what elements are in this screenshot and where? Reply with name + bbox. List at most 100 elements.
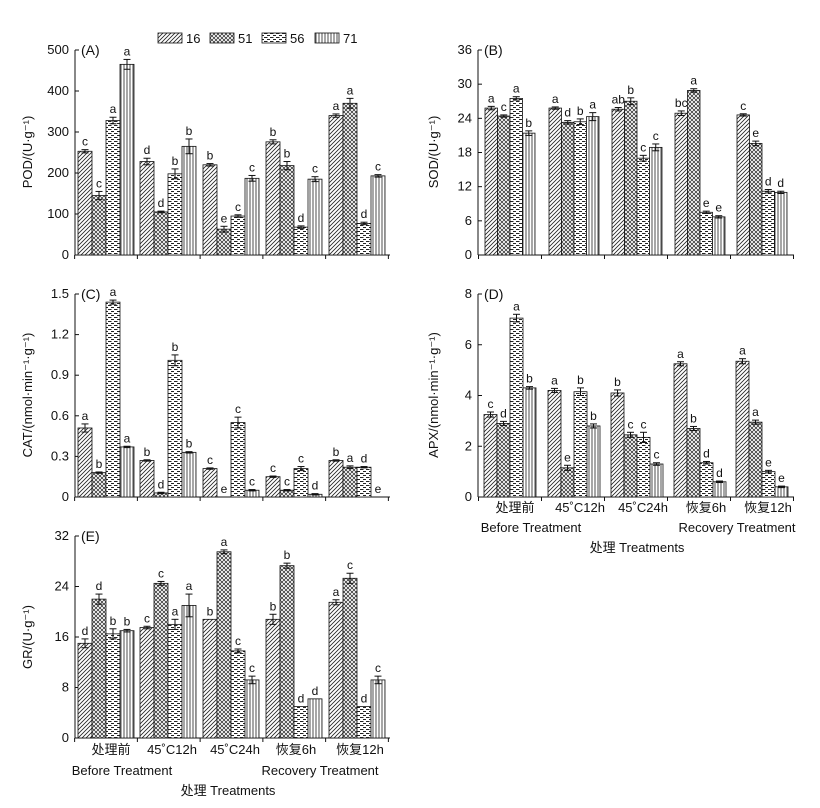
significance-letter: a — [551, 373, 558, 387]
bar-71 — [119, 630, 135, 739]
y-tick-label: 0.3 — [51, 448, 69, 463]
panel-letter: (C) — [81, 286, 100, 302]
bar-16 — [548, 107, 562, 256]
significance-letter: d — [361, 691, 368, 705]
significance-letter: a — [752, 405, 759, 419]
bar-16 — [202, 468, 218, 498]
bar-16 — [328, 460, 344, 498]
bar-51 — [497, 115, 511, 256]
significance-letter: b — [284, 147, 291, 161]
y-axis-label: APX/(nmol·min⁻¹·g⁻¹) — [426, 332, 441, 458]
y-tick-label: 0 — [62, 730, 69, 745]
significance-letter: a — [333, 99, 340, 113]
bar-56 — [573, 121, 587, 256]
significance-letter: d — [361, 452, 368, 466]
legend: 16 51 56 71 — [157, 31, 357, 46]
significance-letter: b — [690, 411, 697, 425]
significance-letter: a — [172, 604, 179, 618]
significance-letter: c — [628, 417, 634, 431]
bar-56 — [230, 650, 246, 739]
bar-16 — [77, 427, 93, 498]
significance-letter: b — [207, 149, 214, 163]
y-axis-label: POD/(U·g⁻¹) — [20, 116, 35, 189]
bar-71 — [712, 481, 727, 498]
y-tick-label: 500 — [47, 42, 69, 57]
y-tick-label: 36 — [458, 42, 472, 57]
x-category-label: 处理前 — [91, 742, 130, 757]
panel-apx: 0 2 4 6 8 (D) APX/(nmol·min⁻¹·g⁻¹) c a b a a d e c b a a b… — [426, 286, 794, 504]
bar-56 — [509, 98, 523, 256]
bar-71 — [119, 63, 135, 256]
bar-56 — [509, 317, 524, 498]
significance-letter: c — [347, 558, 353, 572]
bar-16 — [202, 618, 218, 739]
significance-letter: a — [186, 579, 193, 593]
significance-letter: c — [249, 661, 255, 675]
significance-letter: a — [690, 74, 697, 88]
bar-16 — [328, 115, 344, 256]
bar-51 — [560, 467, 575, 498]
bar-51 — [342, 102, 358, 256]
group-label-before: Before Treatment — [481, 520, 582, 535]
x-axis-title: 处理 Treatments — [590, 540, 685, 555]
y-tick-label: 12 — [458, 179, 472, 194]
bar-16 — [139, 460, 155, 498]
bar-51 — [687, 90, 701, 256]
bar-71 — [522, 387, 537, 498]
significance-letter: d — [312, 684, 319, 698]
y-tick-label: 6 — [465, 337, 472, 352]
x-category-label: 45˚C12h — [147, 742, 197, 757]
bar-71 — [119, 446, 135, 498]
y-tick-label: 1.5 — [51, 286, 69, 301]
bar-56 — [636, 157, 650, 256]
bar-16 — [77, 642, 93, 739]
y-tick-label: 18 — [458, 145, 472, 160]
significance-letter: b — [144, 445, 151, 459]
bar-51 — [624, 100, 638, 256]
bar-56 — [356, 223, 372, 256]
significance-letter: d — [777, 176, 784, 190]
bar-56 — [105, 633, 121, 739]
bar-16 — [265, 476, 281, 498]
bar-71 — [712, 216, 726, 256]
significance-letter: d — [158, 477, 165, 491]
y-tick-label: 30 — [458, 76, 472, 91]
bar-56 — [636, 436, 651, 498]
significance-letter: a — [347, 451, 354, 465]
significance-letter: a — [739, 344, 746, 358]
bar-56 — [761, 471, 776, 498]
significance-letter: c — [235, 402, 241, 416]
x-category-label: 45˚C24h — [618, 500, 668, 515]
group-label-before: Before Treatment — [72, 763, 173, 778]
bar-16 — [610, 392, 625, 498]
bar-51 — [561, 121, 575, 256]
significance-letter: b — [186, 124, 193, 138]
significance-letter: d — [96, 579, 103, 593]
significance-letter: c — [640, 140, 646, 154]
bar-71 — [181, 605, 197, 739]
significance-letter: e — [375, 482, 382, 496]
significance-letter: e — [221, 482, 228, 496]
significance-letter: c — [207, 453, 213, 467]
y-tick-label: 8 — [62, 680, 69, 695]
significance-letter: c — [375, 160, 381, 174]
significance-letter: e — [765, 455, 772, 469]
y-tick-label: 300 — [47, 124, 69, 139]
significance-letter: d — [82, 624, 89, 638]
significance-letter: d — [703, 446, 710, 460]
y-tick-label: 24 — [55, 579, 69, 594]
x-categories-d: 处理前 45˚C12h 45˚C24h 恢复6h 恢复12h Before Tr… — [481, 500, 796, 555]
significance-letter: b — [124, 614, 131, 628]
significance-letter: d — [564, 106, 571, 120]
bar-56 — [356, 706, 372, 739]
significance-letter: b — [577, 104, 584, 118]
bar-16 — [139, 161, 155, 256]
significance-letter: d — [500, 406, 507, 420]
bar-51 — [342, 466, 358, 498]
significance-letter: b — [172, 340, 179, 354]
x-category-label: 恢复12h — [336, 742, 384, 757]
bar-16 — [328, 601, 344, 739]
bar-56 — [293, 706, 309, 739]
